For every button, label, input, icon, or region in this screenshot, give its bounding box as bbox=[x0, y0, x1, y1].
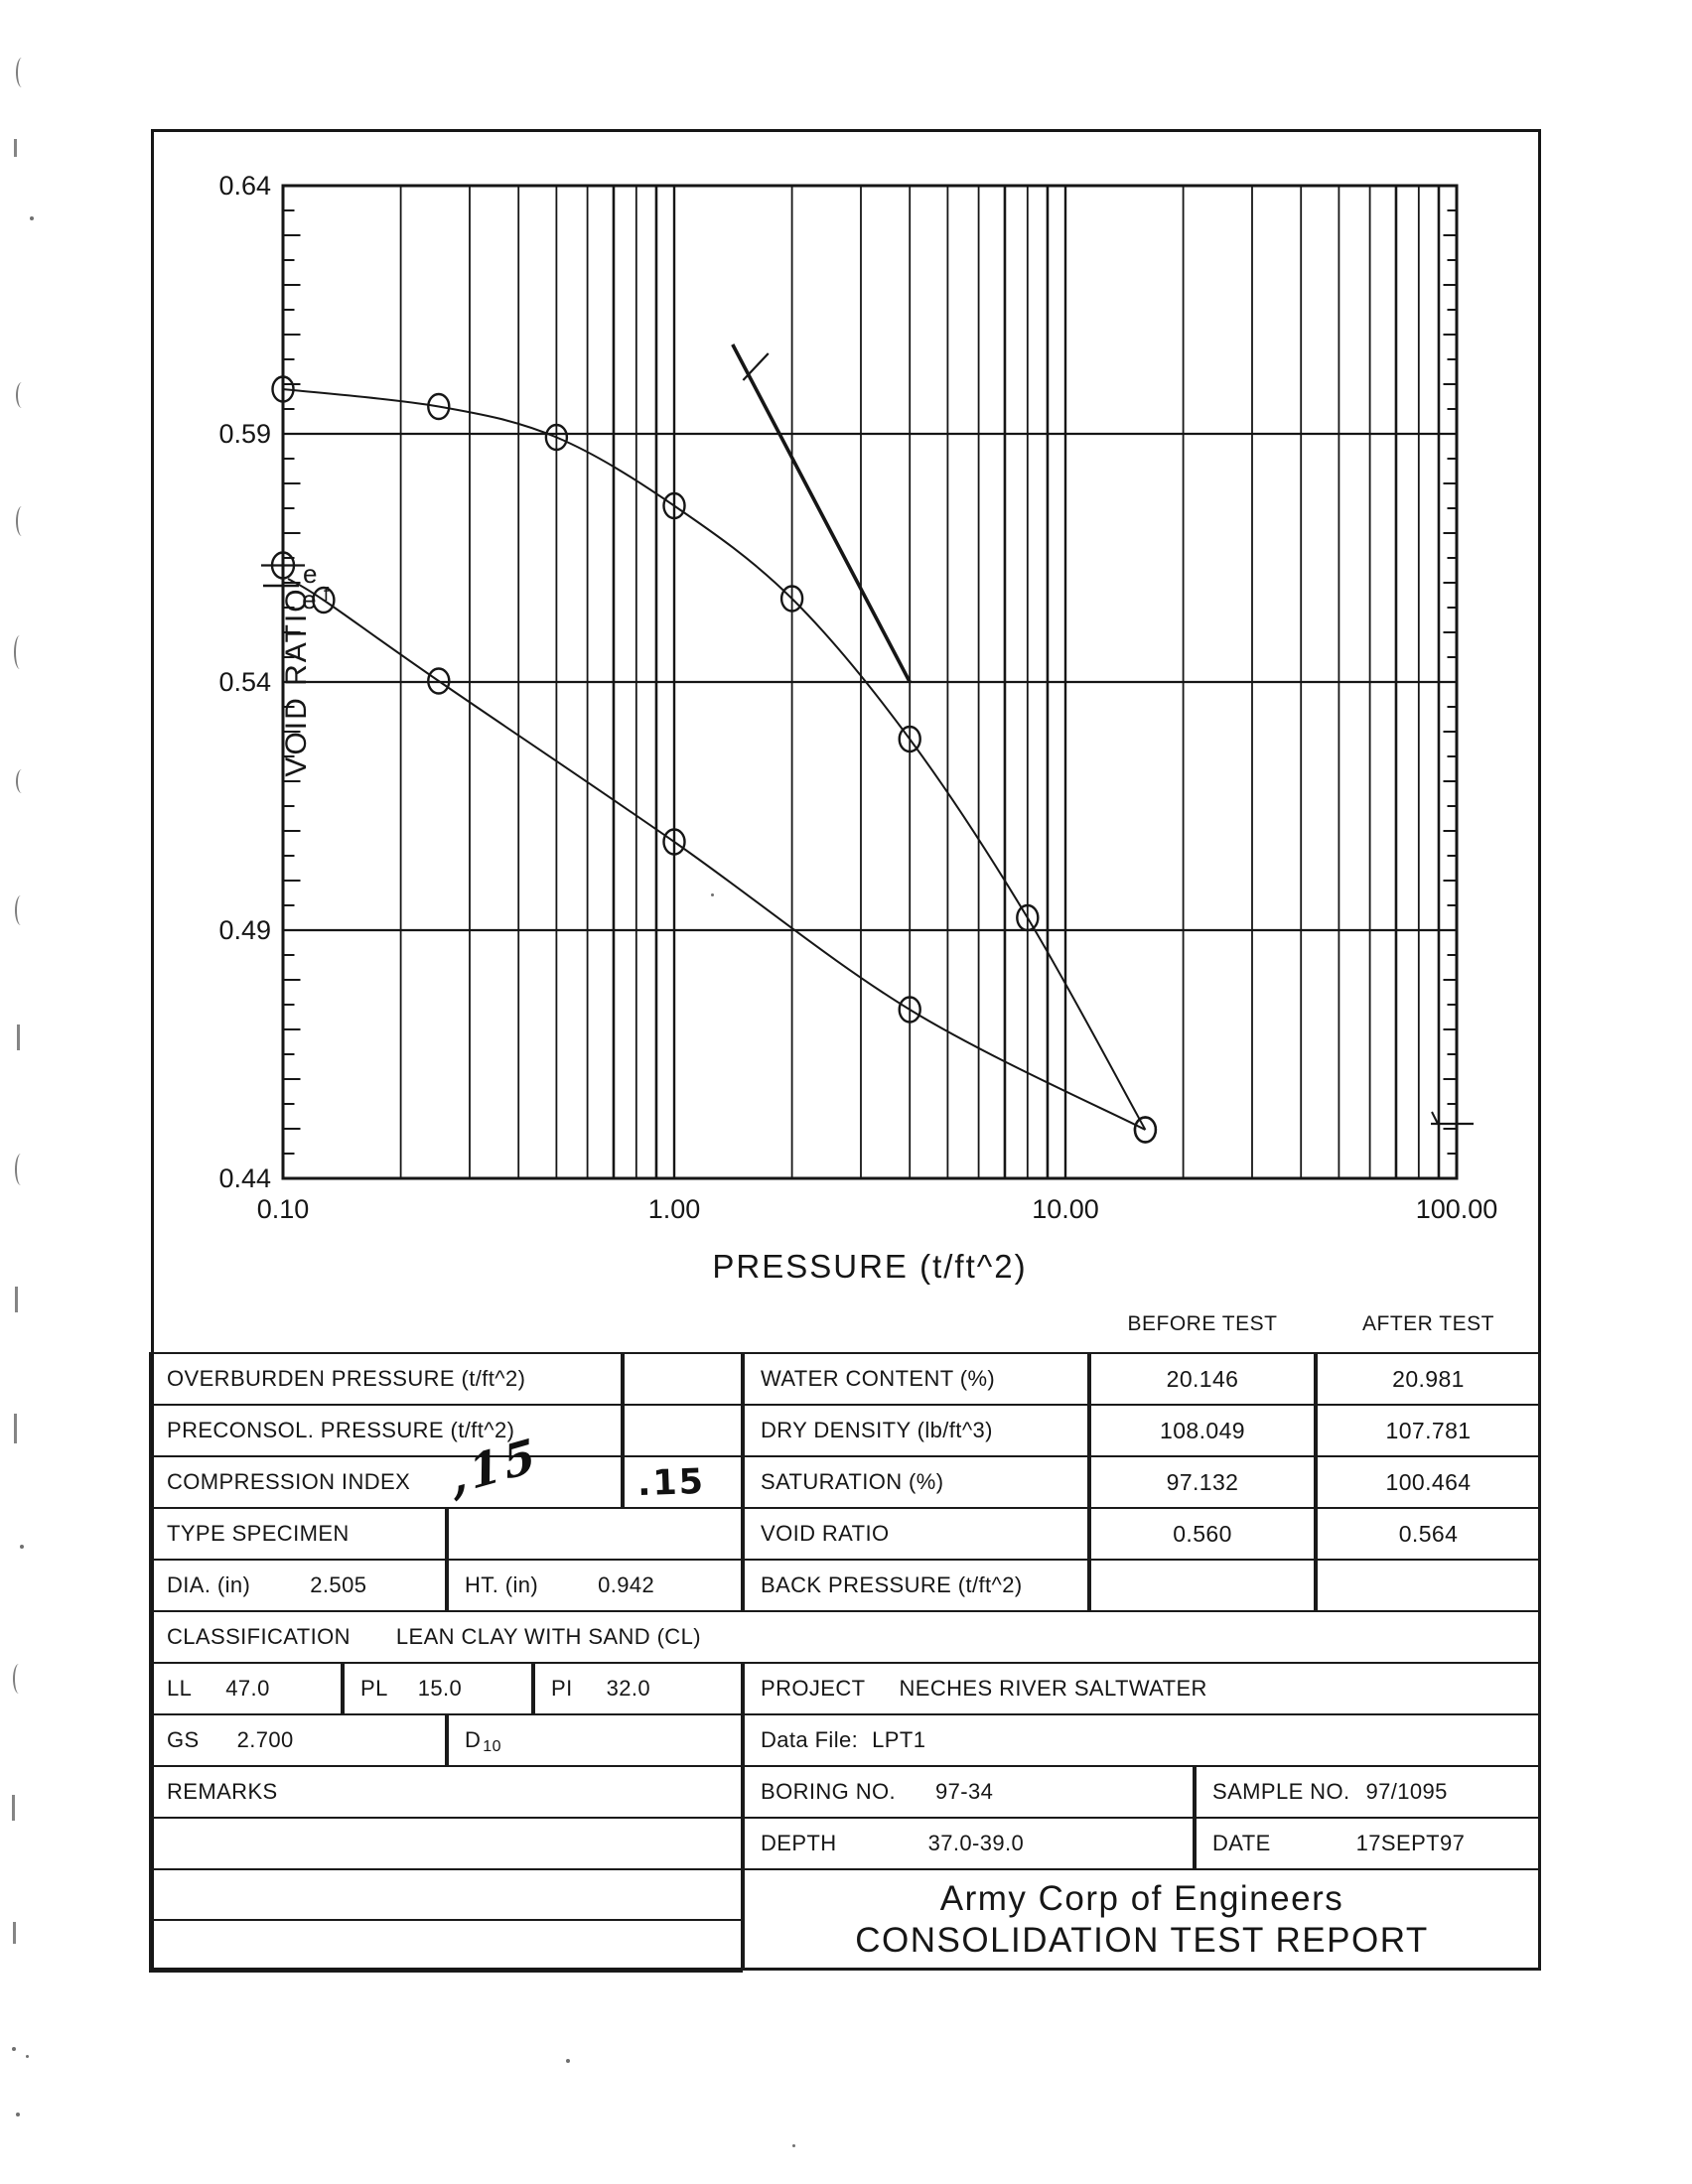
scan-artifact bbox=[26, 2055, 29, 2058]
after-test-header: AFTER TEST bbox=[1362, 1312, 1494, 1335]
dry-density-after-value: 107.781 bbox=[1316, 1404, 1541, 1457]
overburden-pressure-entry-box bbox=[623, 1352, 743, 1406]
report-title-block: Army Corp of Engineers CONSOLIDATION TES… bbox=[743, 1868, 1541, 1971]
depth-cell: DEPTH 37.0-39.0 bbox=[743, 1817, 1195, 1870]
axis-ticks bbox=[284, 209, 1456, 1155]
compression-index-fit-line bbox=[731, 343, 912, 683]
data-point-marker bbox=[427, 667, 451, 695]
svg-text:VOID RATIO: VOID RATIO bbox=[280, 587, 313, 776]
data-point-marker bbox=[779, 585, 804, 613]
data-point-marker bbox=[271, 375, 295, 403]
data-file-cell: Data File: LPT1 bbox=[743, 1713, 1541, 1767]
scan-artifact bbox=[14, 1414, 17, 1443]
svg-text:e: e bbox=[302, 585, 316, 614]
data-point-marker bbox=[1133, 1116, 1158, 1144]
boring-no-cell: BORING NO. 97-34 bbox=[743, 1765, 1195, 1819]
sample-no-cell: SAMPLE NO. 97/1095 bbox=[1195, 1765, 1541, 1819]
classification-cell: CLASSIFICATION LEAN CLAY WITH SAND (CL) bbox=[149, 1610, 1541, 1664]
diameter-cell: DIA. (in) 2.505 bbox=[149, 1559, 447, 1612]
plasticity-index-cell: PI 32.0 bbox=[533, 1662, 743, 1715]
plot-border bbox=[281, 184, 1459, 1180]
void-ratio-pressure-chart: 0.64 0.59 0.54 0.49 0.440.10 1.00 10.00 100.00 P… bbox=[218, 171, 1497, 1285]
report-title: CONSOLIDATION TEST REPORT bbox=[855, 1920, 1429, 1960]
scan-artifact bbox=[566, 2059, 570, 2063]
rebound-curve bbox=[287, 578, 1158, 1144]
void-ratio-before-value: 0.560 bbox=[1089, 1507, 1316, 1561]
liquid-limit-cell: LL 47.0 bbox=[149, 1662, 343, 1715]
water-content-before-value: 20.146 bbox=[1089, 1352, 1316, 1406]
dry-density-before-value: 108.049 bbox=[1089, 1404, 1316, 1457]
overburden-pressure-label: OVERBURDEN PRESSURE (t/ft^2) bbox=[149, 1352, 623, 1406]
void-ratio-after-value: 0.564 bbox=[1316, 1507, 1541, 1561]
remarks-empty-row bbox=[149, 1868, 743, 1921]
svg-text:f: f bbox=[324, 585, 330, 606]
dry-density-label: DRY DENSITY (lb/ft^3) bbox=[743, 1404, 1089, 1457]
svg-text:PRESSURE (t/ft^2): PRESSURE (t/ft^2) bbox=[712, 1248, 1027, 1285]
svg-text:0.49: 0.49 bbox=[218, 915, 271, 945]
water-content-label: WATER CONTENT (%) bbox=[743, 1352, 1089, 1406]
saturation-label: SATURATION (%) bbox=[743, 1455, 1089, 1509]
svg-text:100.00: 100.00 bbox=[1416, 1194, 1498, 1224]
remarks-empty-row bbox=[149, 1919, 743, 1973]
right-edge-mark bbox=[1431, 1111, 1474, 1126]
svg-text:0.10: 0.10 bbox=[257, 1194, 310, 1224]
data-point-marker bbox=[662, 491, 686, 520]
svg-text:10.00: 10.00 bbox=[1032, 1194, 1099, 1224]
svg-text:1.00: 1.00 bbox=[648, 1194, 701, 1224]
project-cell: PROJECT NECHES RIVER SALTWATER bbox=[743, 1662, 1541, 1715]
svg-text:0.59: 0.59 bbox=[218, 419, 271, 449]
scan-artifact bbox=[20, 1545, 24, 1549]
d10-cell: D 10 bbox=[447, 1713, 743, 1767]
specific-gravity-cell: GS 2.700 bbox=[149, 1713, 447, 1767]
svg-text:0.54: 0.54 bbox=[218, 667, 271, 697]
data-point-marker bbox=[544, 423, 569, 452]
back-pressure-after-value bbox=[1316, 1559, 1541, 1612]
void-ratio-annotation: ee f bbox=[261, 551, 330, 614]
svg-text:0.64: 0.64 bbox=[218, 171, 271, 201]
saturation-before-value: 97.132 bbox=[1089, 1455, 1316, 1509]
date-cell: DATE 17SEPT97 bbox=[1195, 1817, 1541, 1870]
saturation-after-value: 100.464 bbox=[1316, 1455, 1541, 1509]
axis-labels: 0.64 0.59 0.54 0.49 0.440.10 1.00 10.00 100.00 P… bbox=[218, 171, 1497, 1285]
data-point-marker bbox=[1016, 903, 1040, 932]
data-point-marker bbox=[312, 586, 336, 614]
handwritten-compression-index-box-value: .15 bbox=[636, 1461, 706, 1505]
preconsol-pressure-label: PRECONSOL. PRESSURE (t/ft^2) bbox=[149, 1404, 623, 1457]
remarks-cell: REMARKS bbox=[149, 1765, 743, 1819]
compression-index-label: COMPRESSION INDEX bbox=[149, 1455, 623, 1509]
data-point-marker bbox=[898, 996, 921, 1024]
scan-artifact bbox=[792, 2144, 795, 2147]
scan-artifact bbox=[16, 2113, 20, 2116]
data-point-marker bbox=[662, 828, 686, 856]
remarks-empty-row bbox=[149, 1817, 743, 1870]
scan-artifact bbox=[12, 2047, 16, 2051]
compression-curve bbox=[271, 375, 1158, 1144]
back-pressure-before-value bbox=[1089, 1559, 1316, 1612]
type-specimen-label: TYPE SPECIMEN bbox=[149, 1507, 447, 1561]
void-ratio-label: VOID RATIO bbox=[743, 1507, 1089, 1561]
plastic-limit-cell: PL 15.0 bbox=[343, 1662, 533, 1715]
preconsol-pressure-entry-box bbox=[623, 1404, 743, 1457]
scan-artifact bbox=[13, 1664, 25, 1694]
scan-artifact bbox=[13, 1922, 16, 1944]
svg-text:0.44: 0.44 bbox=[218, 1163, 271, 1193]
chart-grid bbox=[283, 186, 1457, 1178]
back-pressure-label: BACK PRESSURE (t/ft^2) bbox=[743, 1559, 1089, 1612]
scan-artifact bbox=[12, 1795, 15, 1821]
height-cell: HT. (in) 0.942 bbox=[447, 1559, 743, 1612]
type-specimen-entry-box bbox=[447, 1507, 743, 1561]
svg-text:e: e bbox=[303, 559, 317, 589]
data-point-marker bbox=[898, 725, 921, 753]
data-point-marker bbox=[427, 392, 451, 421]
water-content-after-value: 20.981 bbox=[1316, 1352, 1541, 1406]
report-agency: Army Corp of Engineers bbox=[939, 1879, 1344, 1919]
before-test-header: BEFORE TEST bbox=[1127, 1312, 1278, 1335]
